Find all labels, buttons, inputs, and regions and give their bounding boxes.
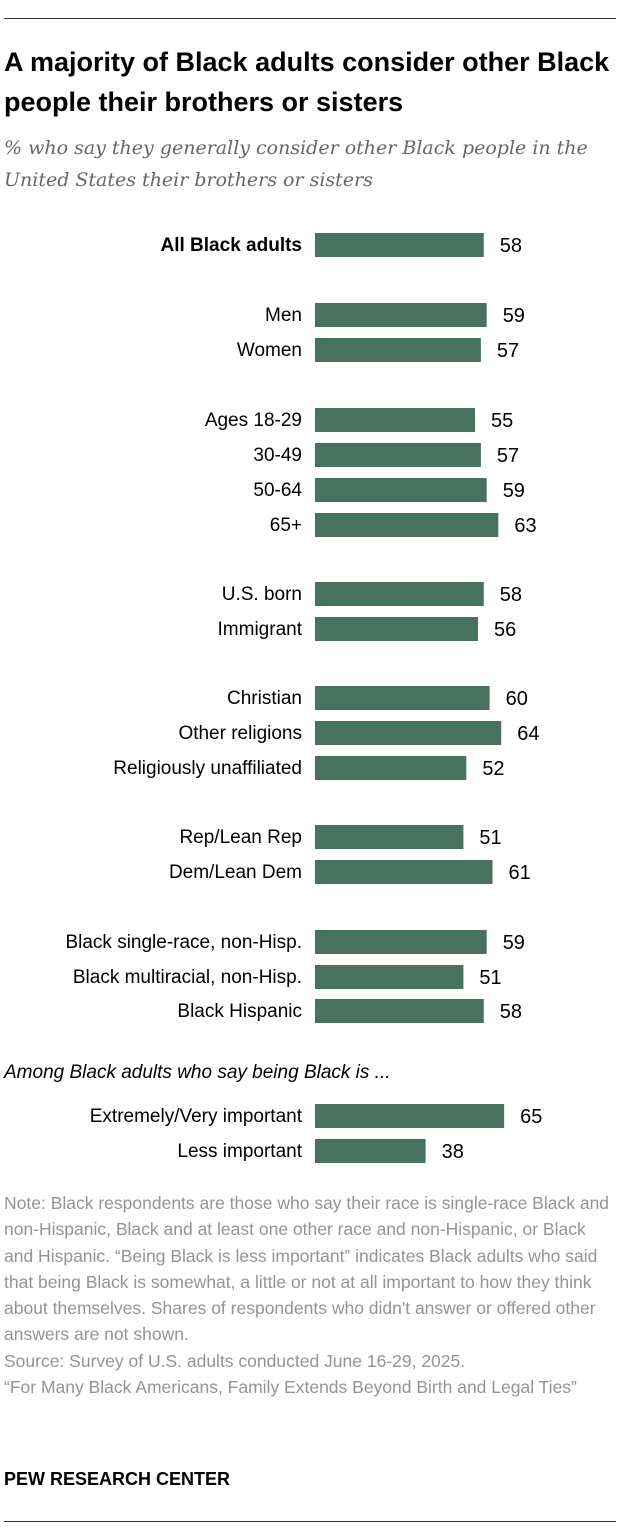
bottom-rule: [4, 1521, 616, 1522]
top-rule: [4, 18, 616, 19]
category-label-4: 30-49: [253, 445, 302, 466]
bar-17: [315, 1104, 505, 1128]
category-label-2: Women: [237, 340, 302, 361]
bar-9: [315, 686, 490, 710]
bar-11: [315, 756, 467, 780]
category-label-11: Religiously unaffiliated: [113, 758, 302, 779]
value-label-6: 63: [514, 515, 536, 537]
pew-logo-text: PEW RESEARCH CENTER: [4, 1469, 231, 1489]
bar-13: [315, 860, 493, 884]
category-label-17: Extremely/Very important: [90, 1106, 303, 1127]
category-label-0: All Black adults: [161, 235, 303, 256]
bar-6: [315, 513, 499, 537]
category-label-13: Dem/Lean Dem: [169, 862, 302, 883]
bar-3: [315, 408, 476, 432]
value-label-4: 57: [497, 445, 519, 467]
bar-7: [315, 582, 484, 606]
chart-subtitle: % who say they generally consider other …: [4, 137, 588, 191]
category-label-6: 65+: [270, 515, 302, 536]
value-label-17: 65: [520, 1106, 542, 1128]
value-label-0: 58: [500, 235, 522, 257]
bar-10: [315, 721, 502, 745]
value-label-5: 59: [503, 480, 525, 502]
value-label-15: 51: [479, 967, 501, 989]
category-label-15: Black multiracial, non-Hisp.: [73, 967, 302, 988]
bar-chart: All Black adults 58 Men 59 Women 57 Ages 18-29…: [3, 233, 542, 1163]
footnotes: Note: Black respondents are those who sa…: [4, 1190, 616, 1400]
category-label-1: Men: [265, 305, 302, 326]
value-label-11: 52: [482, 758, 504, 780]
bar-8: [315, 617, 478, 641]
bar-1: [315, 303, 487, 327]
category-label-10: Other religions: [178, 723, 302, 744]
category-label-16: Black Hispanic: [177, 1001, 302, 1022]
source-text: Source: Survey of U.S. adults conducted …: [4, 1350, 466, 1371]
value-label-18: 38: [442, 1141, 464, 1163]
section-heading: Among Black adults who say being Black i…: [3, 1062, 391, 1083]
category-label-5: 50-64: [253, 480, 302, 501]
category-label-12: Rep/Lean Rep: [179, 827, 302, 848]
value-label-12: 51: [479, 827, 501, 849]
category-label-9: Christian: [227, 688, 302, 709]
bar-0: [315, 233, 484, 257]
bar-18: [315, 1139, 426, 1163]
bar-14: [315, 930, 487, 954]
value-label-8: 56: [494, 619, 516, 641]
value-label-13: 61: [509, 862, 531, 884]
bar-15: [315, 965, 464, 989]
bar-5: [315, 478, 487, 502]
category-label-7: U.S. born: [222, 584, 302, 605]
category-label-8: Immigrant: [218, 619, 303, 640]
value-label-9: 60: [506, 688, 528, 710]
value-label-7: 58: [500, 584, 522, 606]
value-label-3: 55: [491, 410, 513, 432]
value-label-10: 64: [517, 723, 539, 745]
value-label-14: 59: [503, 932, 525, 954]
value-label-16: 58: [500, 1001, 522, 1023]
category-label-14: Black single-race, non-Hisp.: [65, 932, 302, 953]
category-label-18: Less important: [177, 1141, 302, 1162]
bar-2: [315, 338, 481, 362]
value-label-2: 57: [497, 340, 519, 362]
report-title: “For Many Black Americans, Family Extend…: [4, 1377, 577, 1398]
note-text: Note: Black respondents are those who sa…: [4, 1193, 610, 1345]
bar-12: [315, 825, 464, 849]
value-label-1: 59: [503, 305, 525, 327]
bar-4: [315, 443, 481, 467]
bar-16: [315, 999, 484, 1023]
category-label-3: Ages 18-29: [205, 410, 302, 431]
chart-title: A majority of Black adults consider othe…: [4, 47, 610, 117]
